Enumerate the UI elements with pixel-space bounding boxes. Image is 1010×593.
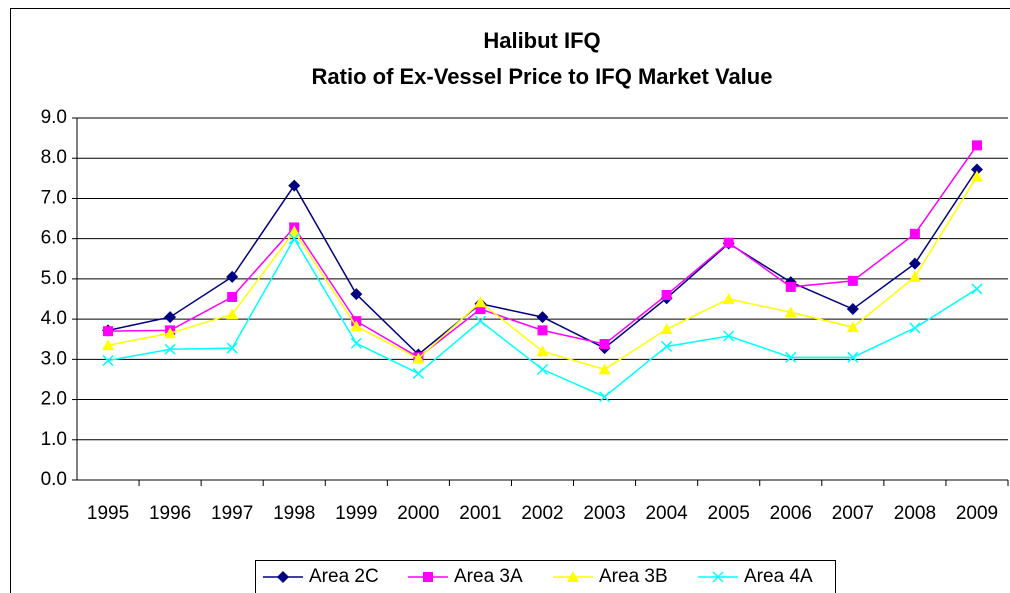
marker bbox=[847, 275, 858, 286]
chart-title: Halibut IFQ bbox=[483, 28, 600, 53]
marker bbox=[226, 270, 239, 283]
marker bbox=[846, 321, 859, 333]
marker bbox=[723, 237, 734, 248]
marker bbox=[909, 228, 920, 239]
legend-box bbox=[255, 560, 836, 593]
marker bbox=[599, 339, 610, 350]
y-tick-label: 3.0 bbox=[41, 348, 67, 369]
marker bbox=[785, 351, 797, 363]
marker bbox=[971, 140, 982, 151]
x-tick-label: 1995 bbox=[87, 503, 129, 524]
x-tick-label: 2006 bbox=[770, 503, 812, 524]
marker bbox=[102, 339, 115, 351]
x-tick-label: 2007 bbox=[832, 503, 874, 524]
marker bbox=[474, 315, 486, 327]
marker bbox=[785, 281, 796, 292]
y-tick-label: 1.0 bbox=[41, 429, 67, 450]
marker bbox=[474, 296, 487, 308]
marker bbox=[423, 572, 433, 582]
marker bbox=[164, 327, 177, 339]
x-tick-label: 1997 bbox=[211, 503, 253, 524]
chart-subtitle: Ratio of Ex-Vessel Price to IFQ Market V… bbox=[312, 64, 773, 89]
y-tick-label: 8.0 bbox=[41, 147, 67, 168]
marker bbox=[164, 343, 176, 355]
y-tick-label: 5.0 bbox=[41, 268, 67, 289]
x-tick-label: 2004 bbox=[645, 503, 688, 524]
x-tick-label: 2001 bbox=[459, 503, 501, 524]
marker bbox=[277, 571, 289, 583]
marker bbox=[909, 322, 921, 334]
marker bbox=[661, 340, 673, 352]
x-tick-label: 2005 bbox=[708, 503, 750, 524]
marker bbox=[722, 293, 735, 304]
marker bbox=[661, 289, 672, 300]
y-tick-label: 4.0 bbox=[41, 308, 67, 329]
marker bbox=[412, 352, 425, 364]
marker bbox=[723, 330, 735, 342]
marker bbox=[567, 571, 579, 582]
y-tick-label: 2.0 bbox=[41, 389, 67, 410]
marker bbox=[712, 571, 724, 583]
marker bbox=[536, 363, 549, 375]
marker bbox=[784, 306, 797, 318]
legend-label: Area 3B bbox=[599, 566, 668, 587]
legend-label: Area 3A bbox=[454, 566, 523, 587]
marker bbox=[226, 308, 239, 320]
marker bbox=[103, 326, 114, 337]
marker bbox=[536, 311, 549, 324]
x-tick-label: 2003 bbox=[583, 503, 625, 524]
marker bbox=[908, 270, 921, 282]
marker bbox=[227, 291, 238, 302]
marker bbox=[970, 170, 983, 182]
marker bbox=[475, 304, 486, 315]
y-tick-label: 7.0 bbox=[41, 187, 67, 208]
legend-label: Area 2C bbox=[309, 566, 379, 587]
marker bbox=[350, 337, 362, 349]
marker bbox=[599, 391, 611, 403]
marker bbox=[598, 363, 611, 375]
marker bbox=[164, 311, 177, 324]
marker bbox=[288, 179, 301, 192]
x-tick-label: 1998 bbox=[273, 503, 315, 524]
marker bbox=[847, 351, 859, 363]
marker bbox=[536, 345, 549, 357]
marker bbox=[537, 325, 548, 336]
y-tick-label: 6.0 bbox=[41, 228, 67, 249]
marker bbox=[102, 355, 114, 367]
marker bbox=[288, 233, 300, 245]
x-tick-label: 1996 bbox=[149, 503, 191, 524]
x-tick-label: 2009 bbox=[956, 503, 998, 524]
y-tick-label: 9.0 bbox=[41, 107, 67, 128]
marker bbox=[350, 288, 363, 301]
chart-frame bbox=[10, 8, 1010, 593]
marker bbox=[660, 323, 673, 335]
x-tick-label: 2008 bbox=[894, 503, 936, 524]
x-tick-label: 1999 bbox=[335, 503, 377, 524]
marker bbox=[970, 163, 983, 176]
marker bbox=[226, 342, 238, 354]
y-tick-label: 0.0 bbox=[41, 469, 67, 490]
marker bbox=[350, 320, 363, 332]
marker bbox=[846, 303, 859, 316]
x-tick-label: 2000 bbox=[397, 503, 439, 524]
marker bbox=[971, 283, 983, 295]
marker bbox=[288, 225, 301, 237]
legend-label: Area 4A bbox=[744, 566, 813, 587]
x-tick-label: 2002 bbox=[521, 503, 563, 524]
marker bbox=[908, 257, 921, 270]
marker bbox=[412, 367, 424, 379]
